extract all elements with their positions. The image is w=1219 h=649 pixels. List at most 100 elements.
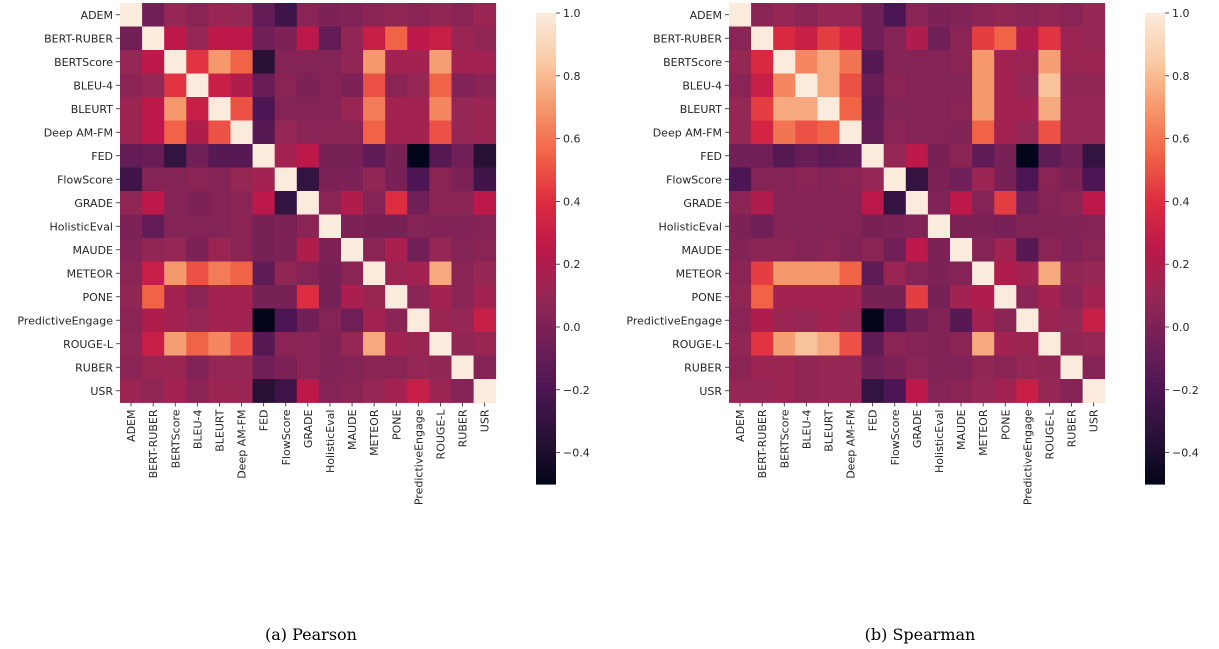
pearson-cell-2-8: [296, 50, 320, 74]
pearson-col-label: BERTScore: [169, 409, 182, 468]
spearman-cell-12-5: [839, 285, 862, 309]
spearman-cell-1-8: [905, 26, 929, 51]
pearson-cell-3-4: [208, 73, 231, 98]
pearson-cell-10-6: [252, 238, 276, 262]
spearman-cell-9-13: [1016, 214, 1039, 239]
pearson-cell-4-15: [451, 97, 474, 121]
spearman-cell-11-7: [883, 261, 907, 286]
pearson-cell-6-13: [407, 144, 430, 168]
spearman-cell-14-4: [817, 332, 840, 356]
spearman-cell-12-3: [795, 285, 818, 309]
pearson-cell-10-3: [186, 238, 209, 262]
spearman-cell-10-13: [1016, 238, 1039, 262]
spearman-row-label: BERT-RUBER: [653, 32, 722, 45]
pearson-colorbar-segment: [536, 480, 556, 485]
pearson-colorbar-segment: [536, 205, 556, 210]
pearson-colorbar-segment: [536, 315, 556, 320]
spearman-cell-8-10: [950, 191, 973, 215]
pearson-colorbar-segment: [536, 374, 556, 379]
pearson-colorbar-segment: [536, 421, 556, 426]
pearson-cell-6-5: [230, 144, 253, 168]
spearman-cell-0-3: [795, 3, 818, 27]
pearson-colorbar-segment: [536, 350, 556, 356]
spearman-colorbar-segment: [1145, 228, 1165, 234]
pearson-cell-7-3: [186, 167, 209, 192]
pearson-colorbar-segment: [536, 111, 556, 116]
pearson-colorbar-segment: [536, 99, 556, 104]
spearman-cell-6-9: [927, 144, 951, 168]
pearson-cell-9-11: [363, 214, 386, 239]
spearman-cell-12-0: [729, 285, 752, 309]
spearman-colorbar-segment: [1145, 24, 1165, 30]
pearson-cell-8-16: [473, 191, 497, 215]
pearson-cell-0-14: [429, 3, 452, 27]
pearson-colorbar-segment: [536, 468, 556, 473]
spearman-colorbar-segment: [1145, 158, 1165, 163]
spearman-cell-3-11: [972, 73, 995, 98]
pearson-row-label: Deep AM-FM: [44, 126, 113, 139]
pearson-cell-2-7: [274, 50, 298, 74]
spearman-colorbar-segment: [1145, 213, 1165, 218]
spearman-cell-12-8: [905, 285, 929, 309]
spearman-cell-0-9: [927, 3, 951, 27]
pearson-cell-0-3: [186, 3, 209, 27]
spearman-colorbar-segment: [1145, 52, 1165, 57]
pearson-colorbar-segment: [536, 232, 556, 238]
pearson-colorbar-tick-label: 0.2: [563, 258, 581, 271]
spearman-cell-6-11: [972, 144, 995, 168]
pearson-row-label: PONE: [83, 291, 114, 304]
spearman-cell-6-8: [905, 144, 929, 168]
pearson-cell-1-8: [296, 26, 320, 51]
spearman-colorbar-segment: [1145, 264, 1165, 269]
spearman-col-label: FED: [867, 410, 880, 432]
spearman-cell-14-0: [729, 332, 752, 356]
spearman-cell-2-1: [751, 50, 774, 74]
spearman-cell-15-6: [861, 355, 885, 380]
pearson-colorbar-segment: [536, 299, 556, 305]
pearson-caption: (a) Pearson: [265, 625, 357, 644]
spearman-cell-13-5: [839, 308, 862, 333]
spearman-colorbar-tick-label: 0.2: [1172, 258, 1190, 271]
pearson-col-label: METEOR: [368, 409, 381, 456]
pearson-colorbar-segment: [536, 130, 556, 136]
pearson-cell-15-15: [451, 355, 474, 380]
pearson-colorbar-segment: [536, 154, 556, 159]
pearson-cell-15-9: [318, 355, 342, 380]
pearson-cell-12-2: [164, 285, 187, 309]
spearman-cell-15-14: [1038, 355, 1061, 380]
spearman-colorbar-segment: [1145, 413, 1165, 418]
pearson-cell-3-16: [473, 73, 497, 98]
spearman-colorbar-segment: [1145, 154, 1165, 159]
pearson-colorbar-segment: [536, 295, 556, 301]
spearman-cell-1-11: [972, 26, 995, 51]
spearman-cell-5-16: [1082, 120, 1106, 145]
pearson-cell-15-8: [296, 355, 320, 380]
pearson-cell-1-7: [274, 26, 298, 51]
spearman-colorbar-segment: [1145, 464, 1165, 469]
pearson-colorbar-segment: [536, 275, 556, 281]
pearson-cell-12-4: [208, 285, 231, 309]
spearman-cell-3-7: [883, 73, 907, 98]
spearman-cell-3-5: [839, 73, 862, 98]
pearson-colorbar-segment: [536, 75, 556, 81]
pearson-cell-4-16: [473, 97, 497, 121]
pearson-cell-12-9: [318, 285, 342, 309]
pearson-cell-8-13: [407, 191, 430, 215]
spearman-cell-6-13: [1016, 144, 1039, 168]
pearson-colorbar-segment: [536, 334, 556, 340]
spearman-cell-2-8: [905, 50, 929, 74]
pearson-cell-13-14: [429, 308, 452, 333]
pearson-colorbar-segment: [536, 185, 556, 191]
pearson-cell-2-3: [186, 50, 209, 74]
pearson-cell-10-10: [341, 238, 364, 262]
spearman-cell-5-15: [1060, 120, 1083, 145]
spearman-row-label: ADEM: [690, 9, 722, 22]
pearson-cell-6-1: [142, 144, 165, 168]
spearman-row-label: METEOR: [676, 267, 723, 280]
spearman-row-label: Deep AM-FM: [653, 126, 722, 139]
spearman-colorbar-segment: [1145, 315, 1165, 320]
spearman-cell-4-7: [883, 97, 907, 121]
pearson-cell-8-10: [341, 191, 364, 215]
pearson-cell-12-7: [274, 285, 298, 309]
pearson-colorbar-tick-label: −0.2: [563, 384, 590, 397]
